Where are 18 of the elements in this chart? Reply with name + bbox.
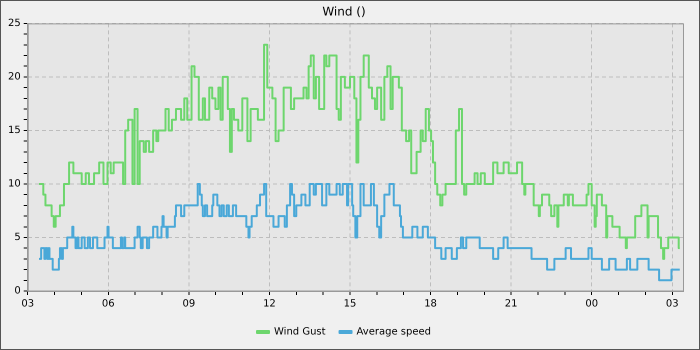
x-tick-label: 03	[21, 298, 34, 310]
y-tick-label: 5	[14, 232, 21, 244]
x-tick-label: 15	[344, 298, 356, 310]
y-tick-label: 10	[8, 178, 21, 190]
y-tick-label: 25	[8, 18, 21, 29]
y-tick-label: 15	[8, 125, 21, 136]
y-tick-label: 0	[14, 286, 21, 297]
x-tick-label: 09	[182, 298, 196, 310]
x-tick-label: 03	[666, 298, 679, 310]
x-tick-label: 21	[504, 298, 518, 310]
legend-label: Wind Gust	[274, 326, 326, 338]
x-tick-label: 00	[585, 298, 598, 310]
x-tick-label: 06	[102, 298, 115, 310]
x-tick-label: 18	[424, 298, 437, 310]
legend-label: Average speed	[356, 326, 431, 338]
x-tick-label: 12	[263, 298, 276, 310]
y-tick-label: 20	[8, 72, 21, 83]
chart-title: Wind ()	[322, 4, 366, 18]
